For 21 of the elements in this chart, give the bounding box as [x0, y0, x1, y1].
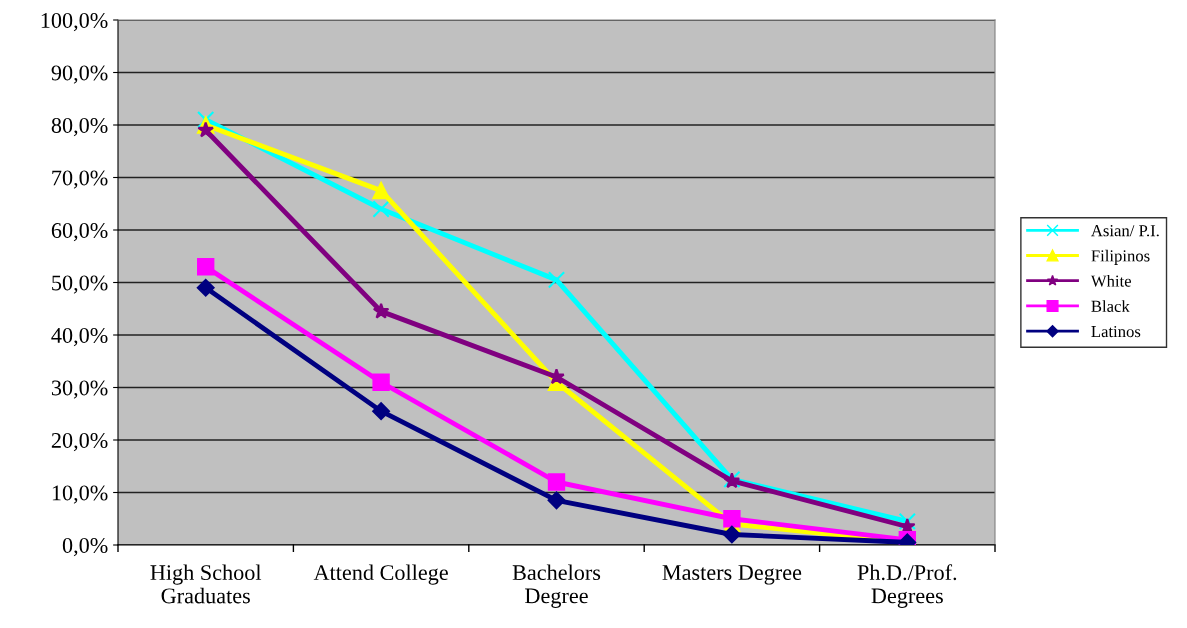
- y-tick-label: 60,0%: [51, 222, 108, 242]
- y-tick-label: 90,0%: [51, 65, 108, 84]
- x-tick-label: Attend College: [313, 564, 448, 585]
- x-tick-label: Masters Degree: [662, 565, 802, 585]
- y-tick-label: 100,0%: [41, 12, 108, 32]
- y-tick-label: 30,0%: [51, 380, 108, 399]
- legend-label: Latinos: [1091, 325, 1141, 338]
- x-tick-label: Ph.D./Prof. Degrees: [857, 564, 957, 608]
- legend-label: Filipinos: [1091, 249, 1150, 265]
- y-tick-label: 40,0%: [51, 327, 108, 347]
- y-tick-label: 20,0%: [51, 432, 108, 452]
- y-tick-label: 10,0%: [52, 485, 108, 504]
- legend-label: Black: [1091, 300, 1130, 312]
- y-tick-label: 0,0%: [62, 537, 108, 557]
- y-tick-label: 80,0%: [51, 117, 108, 137]
- y-tick-label: 70,0%: [52, 170, 108, 189]
- x-tick-label: Bachelors Degree: [512, 564, 601, 608]
- y-tick-label: 50,0%: [52, 275, 108, 294]
- x-tick-label: High School Graduates: [150, 564, 262, 604]
- legend-label: Asian/ P.I.: [1091, 225, 1159, 237]
- legend-label: White: [1090, 274, 1132, 287]
